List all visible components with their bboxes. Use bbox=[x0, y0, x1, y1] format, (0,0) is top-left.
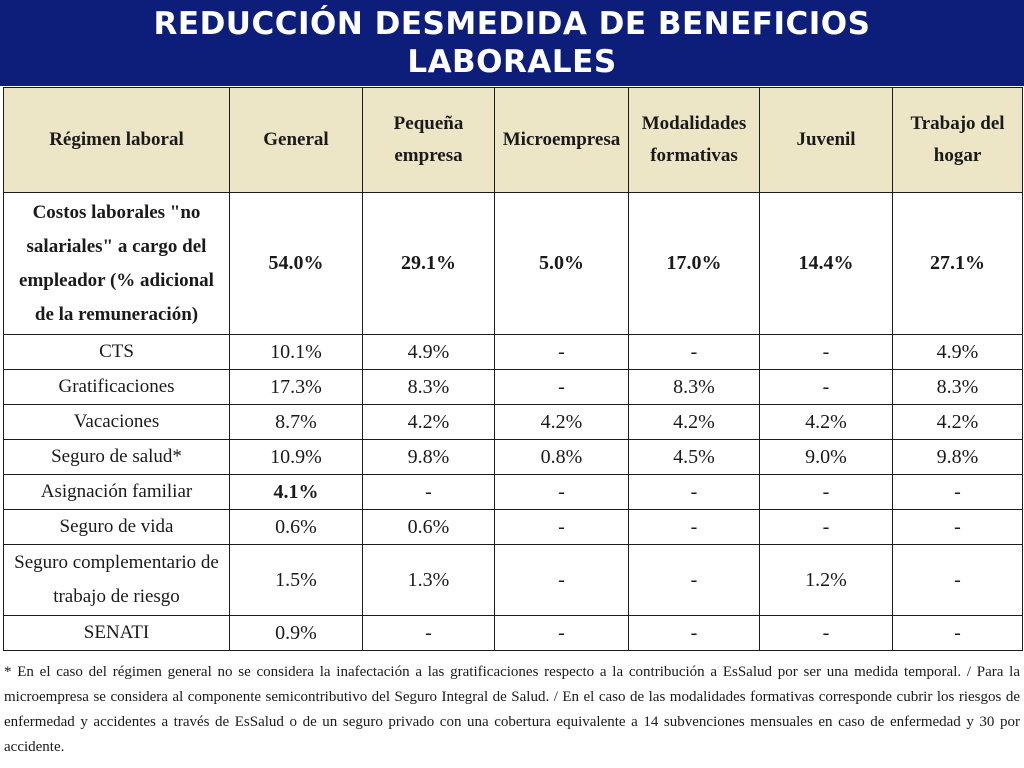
table-cell: - bbox=[494, 615, 629, 651]
table-header-row: Régimen laboral General Pequeña empresa … bbox=[3, 87, 1023, 193]
table-row-costs: Costos laborales "no salariales" a cargo… bbox=[3, 192, 1023, 335]
table-cell: 5.0% bbox=[494, 192, 629, 335]
row-label: CTS bbox=[3, 334, 230, 370]
table-cell: 27.1% bbox=[892, 192, 1023, 335]
table-row: CTS 10.1% 4.9% - - - 4.9% bbox=[3, 334, 1023, 370]
table-cell: - bbox=[628, 509, 760, 545]
table-cell: 4.2% bbox=[494, 404, 629, 440]
row-label: Vacaciones bbox=[3, 404, 230, 440]
table-cell: - bbox=[892, 509, 1023, 545]
header-cell: Juvenil bbox=[759, 87, 893, 193]
table-cell: - bbox=[494, 544, 629, 616]
header-cell: General bbox=[229, 87, 363, 193]
table-cell: 9.8% bbox=[892, 439, 1023, 475]
table-cell: - bbox=[362, 615, 495, 651]
table-cell: 54.0% bbox=[229, 192, 363, 335]
table-cell: - bbox=[759, 369, 893, 405]
table-cell: 4.2% bbox=[892, 404, 1023, 440]
table-row: Asignación familiar 4.1% - - - - - bbox=[3, 474, 1023, 510]
table-row: Seguro de vida 0.6% 0.6% - - - - bbox=[3, 509, 1023, 545]
table-cell: 0.8% bbox=[494, 439, 629, 475]
table-cell: 1.3% bbox=[362, 544, 495, 616]
table-cell: - bbox=[759, 509, 893, 545]
table-cell: 14.4% bbox=[759, 192, 893, 335]
table-cell: 4.2% bbox=[362, 404, 495, 440]
title-line-1: REDUCCIÓN DESMEDIDA DE BENEFICIOS bbox=[153, 6, 871, 42]
table-row: Gratificaciones 17.3% 8.3% - 8.3% - 8.3% bbox=[3, 369, 1023, 405]
table-cell: 4.2% bbox=[628, 404, 760, 440]
table-cell: - bbox=[494, 334, 629, 370]
row-label: Seguro de salud* bbox=[3, 439, 230, 475]
table-cell: 0.6% bbox=[229, 509, 363, 545]
header-cell: Pequeña empresa bbox=[362, 87, 495, 193]
table-row: Seguro de salud* 10.9% 9.8% 0.8% 4.5% 9.… bbox=[3, 439, 1023, 475]
table-cell: 17.0% bbox=[628, 192, 760, 335]
table-cell: 4.9% bbox=[362, 334, 495, 370]
table-cell: - bbox=[892, 615, 1023, 651]
table-cell: - bbox=[892, 474, 1023, 510]
table-cell: - bbox=[759, 615, 893, 651]
table-cell: 29.1% bbox=[362, 192, 495, 335]
table-cell: - bbox=[892, 544, 1023, 616]
table-cell: - bbox=[494, 474, 629, 510]
table-cell: 8.3% bbox=[892, 369, 1023, 405]
table-cell: - bbox=[628, 474, 760, 510]
table-cell: - bbox=[759, 474, 893, 510]
title-line-2: LABORALES bbox=[407, 44, 617, 80]
table-cell: - bbox=[494, 509, 629, 545]
header-cell: Modalidades formativas bbox=[628, 87, 760, 193]
table-row: Seguro complementario de trabajo de ries… bbox=[3, 544, 1023, 616]
header-cell: Microempresa bbox=[494, 87, 629, 193]
benefits-table: Régimen laboral General Pequeña empresa … bbox=[3, 87, 1023, 651]
table-cell: 8.7% bbox=[229, 404, 363, 440]
table-cell: 8.3% bbox=[628, 369, 760, 405]
row-label: Gratificaciones bbox=[3, 369, 230, 405]
header-cell: Trabajo del hogar bbox=[892, 87, 1023, 193]
table-cell: 4.1% bbox=[229, 474, 363, 510]
table-cell: 1.5% bbox=[229, 544, 363, 616]
table-cell: - bbox=[362, 474, 495, 510]
table-cell: 9.0% bbox=[759, 439, 893, 475]
row-label: SENATI bbox=[3, 615, 230, 651]
table-cell: 1.2% bbox=[759, 544, 893, 616]
table-row: SENATI 0.9% - - - - - bbox=[3, 615, 1023, 651]
row-label: Costos laborales "no salariales" a cargo… bbox=[3, 192, 230, 335]
table-row: Vacaciones 8.7% 4.2% 4.2% 4.2% 4.2% 4.2% bbox=[3, 404, 1023, 440]
table-cell: 8.3% bbox=[362, 369, 495, 405]
table-cell: 0.6% bbox=[362, 509, 495, 545]
title-bar: REDUCCIÓN DESMEDIDA DE BENEFICIOS LABORA… bbox=[0, 0, 1024, 86]
row-label: Asignación familiar bbox=[3, 474, 230, 510]
table-cell: - bbox=[759, 334, 893, 370]
table-cell: 4.9% bbox=[892, 334, 1023, 370]
table-cell: 10.9% bbox=[229, 439, 363, 475]
header-cell: Régimen laboral bbox=[3, 87, 230, 193]
table-cell: - bbox=[628, 334, 760, 370]
table-cell: 17.3% bbox=[229, 369, 363, 405]
table-cell: 9.8% bbox=[362, 439, 495, 475]
row-label: Seguro complementario de trabajo de ries… bbox=[3, 544, 230, 616]
table-cell: - bbox=[628, 544, 760, 616]
table-cell: - bbox=[628, 615, 760, 651]
row-label: Seguro de vida bbox=[3, 509, 230, 545]
table-cell: 4.2% bbox=[759, 404, 893, 440]
table-cell: - bbox=[494, 369, 629, 405]
table-cell: 4.5% bbox=[628, 439, 760, 475]
footnote: * En el caso del régimen general no se c… bbox=[4, 664, 1020, 755]
table-cell: 0.9% bbox=[229, 615, 363, 651]
table-cell: 10.1% bbox=[229, 334, 363, 370]
